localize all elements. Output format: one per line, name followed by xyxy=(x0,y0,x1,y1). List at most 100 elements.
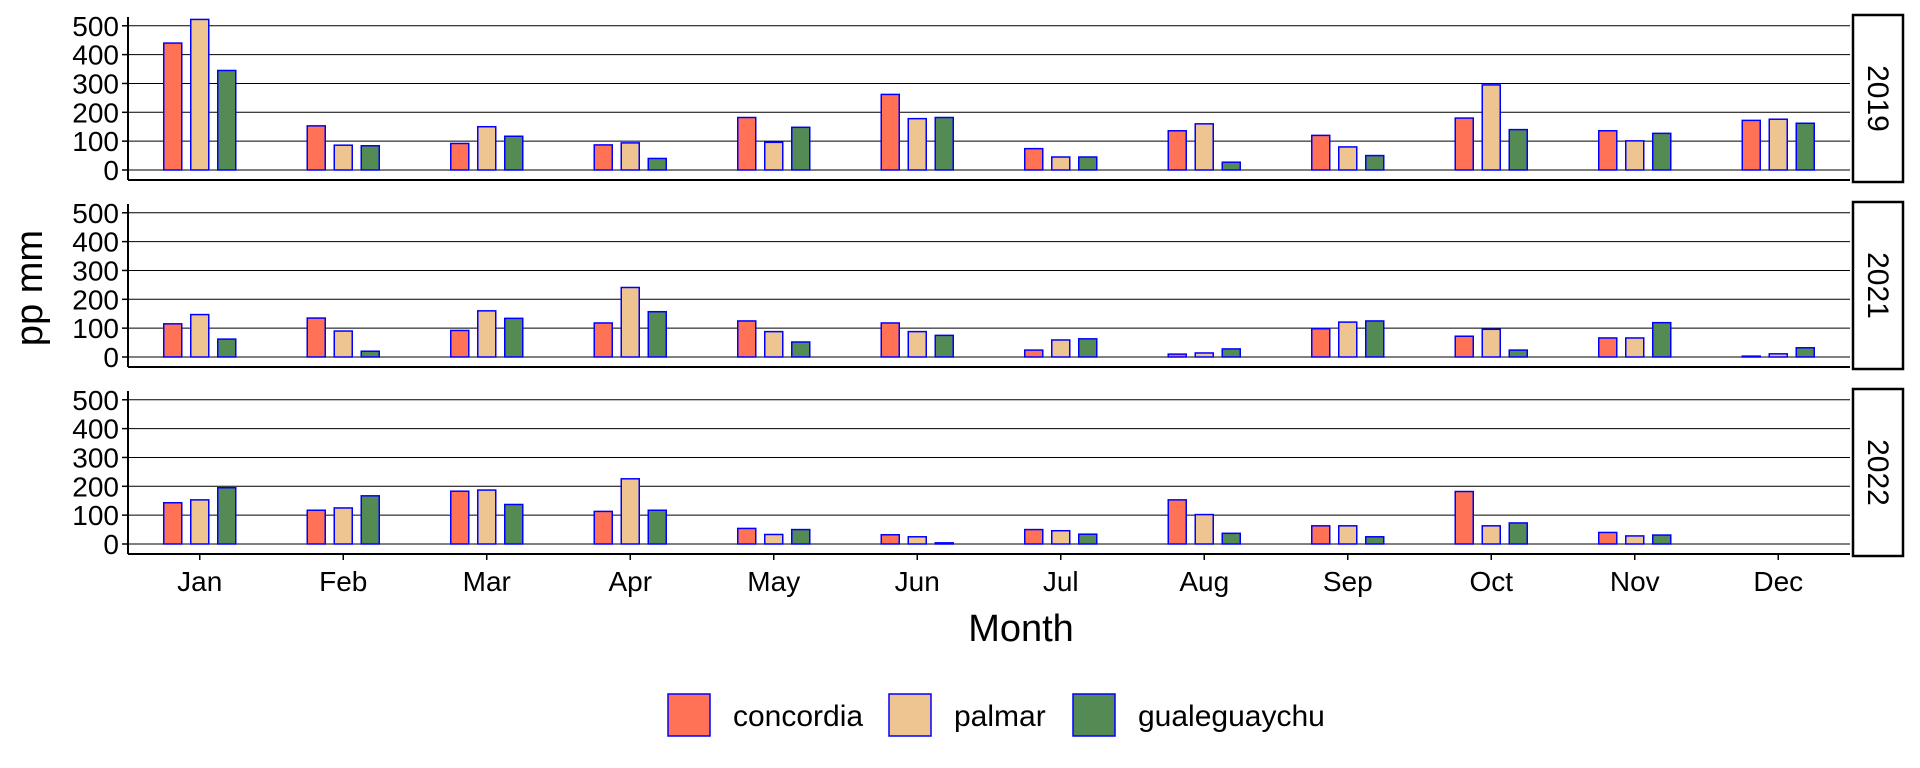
y-tick-label: 0 xyxy=(103,529,119,560)
x-tick-label: Apr xyxy=(608,566,652,597)
bar-palmar-Dec-2021 xyxy=(1768,353,1788,358)
x-tick-label: Jan xyxy=(177,566,222,597)
bar-palmar-Jul-2022 xyxy=(1051,529,1071,545)
bar-concordia-Jul-2021 xyxy=(1024,349,1044,358)
bar-concordia-May-2021 xyxy=(737,320,757,358)
y-tick-label: 200 xyxy=(72,97,119,128)
bar-palmar-May-2019 xyxy=(764,141,784,171)
bar-gualeguaychu-Sep-2021 xyxy=(1365,320,1385,358)
bar-concordia-Nov-2021 xyxy=(1598,337,1618,358)
bar-palmar-Aug-2021 xyxy=(1194,352,1214,358)
bar-gualeguaychu-Oct-2021 xyxy=(1508,349,1528,358)
legend-item-concordia: concordia xyxy=(667,693,863,737)
bar-concordia-Sep-2022 xyxy=(1311,525,1331,545)
bar-palmar-Sep-2019 xyxy=(1338,146,1358,171)
legend-label: concordia xyxy=(733,700,863,733)
bar-gualeguaychu-May-2022 xyxy=(791,528,811,545)
bar-palmar-Nov-2019 xyxy=(1625,140,1645,171)
facet-strip xyxy=(1851,13,1905,184)
bar-gualeguaychu-Oct-2019 xyxy=(1508,128,1528,171)
y-tick-label: 0 xyxy=(103,155,119,186)
bar-gualeguaychu-Nov-2022 xyxy=(1652,534,1672,545)
bar-palmar-Mar-2021 xyxy=(477,310,497,358)
bar-gualeguaychu-Feb-2021 xyxy=(360,350,380,358)
y-tick-label: 400 xyxy=(72,227,119,258)
bar-concordia-Oct-2022 xyxy=(1454,490,1474,545)
y-tick-label: 0 xyxy=(103,342,119,373)
y-tick-label: 200 xyxy=(72,471,119,502)
bar-concordia-Aug-2022 xyxy=(1167,499,1187,545)
bar-palmar-Feb-2019 xyxy=(333,144,353,171)
y-tick-label: 200 xyxy=(72,284,119,315)
bar-gualeguaychu-Dec-2021 xyxy=(1795,347,1815,358)
bar-gualeguaychu-Feb-2022 xyxy=(360,495,380,545)
bar-concordia-Jun-2022 xyxy=(880,534,900,545)
x-tick-label: Feb xyxy=(319,566,367,597)
y-tick-label: 400 xyxy=(72,414,119,445)
bar-gualeguaychu-Jul-2021 xyxy=(1078,338,1098,358)
bar-gualeguaychu-Mar-2022 xyxy=(504,503,524,545)
bar-concordia-Nov-2019 xyxy=(1598,130,1618,171)
x-tick-label: May xyxy=(747,566,800,597)
legend-item-palmar: palmar xyxy=(888,693,1046,737)
bar-gualeguaychu-Dec-2019 xyxy=(1795,122,1815,171)
legend-label: gualeguaychu xyxy=(1138,700,1325,733)
y-tick-label: 100 xyxy=(72,126,119,157)
bar-palmar-Aug-2019 xyxy=(1194,123,1214,171)
bar-palmar-Mar-2022 xyxy=(477,489,497,545)
x-tick-label: Jun xyxy=(895,566,940,597)
legend-swatch xyxy=(667,693,711,737)
bar-palmar-Feb-2021 xyxy=(333,330,353,358)
bar-palmar-Jun-2022 xyxy=(907,536,927,545)
bar-gualeguaychu-Apr-2021 xyxy=(647,310,667,358)
bar-concordia-Feb-2022 xyxy=(306,509,326,545)
bar-palmar-May-2021 xyxy=(764,330,784,358)
bar-gualeguaychu-Aug-2022 xyxy=(1221,532,1241,545)
facet-strip xyxy=(1851,200,1905,371)
y-tick-label: 400 xyxy=(72,40,119,71)
bar-palmar-Oct-2019 xyxy=(1481,84,1501,171)
x-tick-label: Mar xyxy=(463,566,511,597)
bar-concordia-May-2022 xyxy=(737,527,757,545)
legend-item-gualeguaychu: gualeguaychu xyxy=(1072,693,1325,737)
bar-palmar-Sep-2022 xyxy=(1338,525,1358,545)
bar-gualeguaychu-Mar-2021 xyxy=(504,317,524,358)
bar-gualeguaychu-Apr-2019 xyxy=(647,157,667,171)
bar-palmar-May-2022 xyxy=(764,533,784,545)
bar-palmar-Dec-2019 xyxy=(1768,118,1788,171)
bar-palmar-Jun-2019 xyxy=(907,117,927,171)
bar-palmar-Oct-2021 xyxy=(1481,328,1501,358)
y-axis-title: pp mm xyxy=(9,230,51,346)
bar-palmar-Jan-2019 xyxy=(190,18,210,171)
y-tick-label: 500 xyxy=(72,198,119,229)
facet-label: 2019 xyxy=(1861,65,1894,132)
bar-gualeguaychu-Mar-2019 xyxy=(504,135,524,171)
bar-concordia-Feb-2019 xyxy=(306,125,326,171)
bar-gualeguaychu-Jul-2022 xyxy=(1078,533,1098,545)
bar-gualeguaychu-Jan-2022 xyxy=(217,487,237,545)
bar-palmar-Nov-2022 xyxy=(1625,535,1645,545)
legend-swatch xyxy=(1072,693,1116,737)
bar-palmar-Sep-2021 xyxy=(1338,321,1358,358)
bar-gualeguaychu-Jan-2021 xyxy=(217,338,237,358)
bar-palmar-Nov-2021 xyxy=(1625,337,1645,358)
x-axis: Jan Feb Mar Apr May Jun Jul Aug Sep Oct Nov Dec xyxy=(177,554,1803,597)
bar-concordia-Jun-2021 xyxy=(880,322,900,358)
facet-strip xyxy=(1851,387,1905,558)
bar-palmar-Jul-2019 xyxy=(1051,156,1071,171)
x-tick-label: Oct xyxy=(1469,566,1513,597)
y-tick-label: 300 xyxy=(72,255,119,286)
facet-label: 2021 xyxy=(1861,252,1894,319)
bar-concordia-Jan-2021 xyxy=(163,323,183,358)
bar-concordia-Apr-2022 xyxy=(593,510,613,545)
bar-gualeguaychu-Feb-2019 xyxy=(360,145,380,171)
bar-gualeguaychu-Aug-2021 xyxy=(1221,348,1241,358)
bar-concordia-Apr-2019 xyxy=(593,144,613,171)
bar-gualeguaychu-Aug-2019 xyxy=(1221,161,1241,171)
bar-palmar-Jul-2021 xyxy=(1051,339,1071,358)
bar-concordia-Feb-2021 xyxy=(306,317,326,358)
x-tick-label: Nov xyxy=(1610,566,1660,597)
bar-palmar-Apr-2022 xyxy=(620,478,640,545)
